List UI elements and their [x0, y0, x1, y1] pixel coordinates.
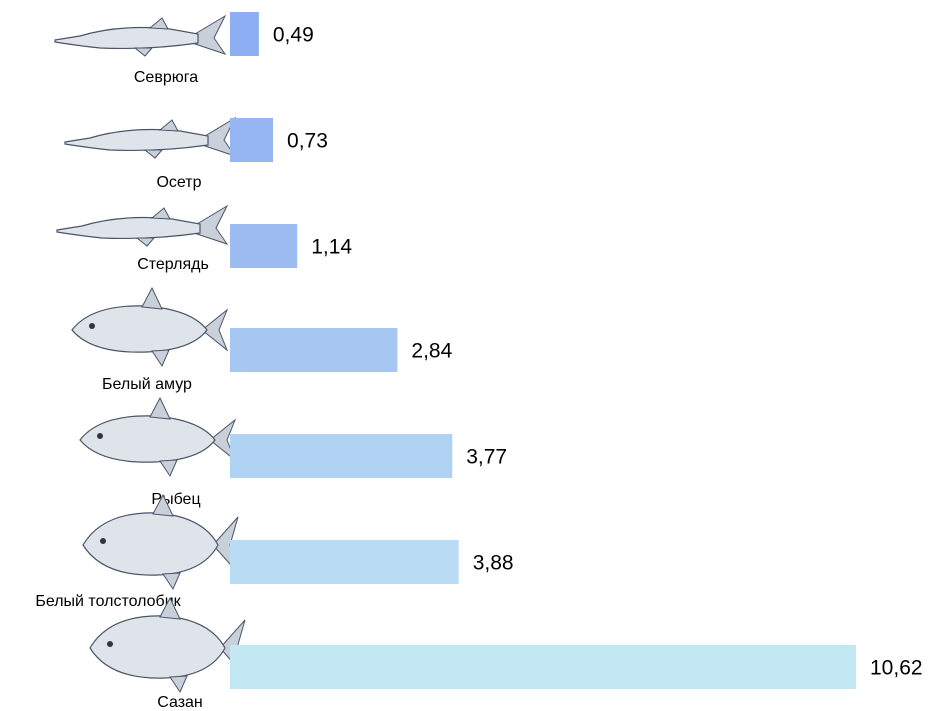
fish-fin — [135, 207, 171, 247]
fish-body — [64, 128, 209, 152]
bar — [230, 540, 459, 584]
value-label: 3,77 — [466, 446, 507, 469]
fish-fin — [159, 596, 188, 694]
fish-eye — [107, 641, 113, 647]
fish-icon — [56, 204, 229, 247]
fish-body — [89, 615, 226, 679]
value-label: 0,49 — [273, 24, 314, 47]
fish-fin — [194, 14, 227, 55]
category-label: Севрюга — [134, 69, 198, 86]
value-label: 3,88 — [473, 552, 514, 575]
category-label: Белый толстолобик — [35, 593, 181, 610]
bar — [230, 224, 298, 268]
bar — [230, 118, 274, 162]
fish-eye — [89, 323, 95, 329]
value-label: 0,73 — [287, 130, 328, 153]
fish-body — [71, 305, 208, 353]
fish-eye — [100, 538, 106, 544]
fish-body — [79, 415, 216, 463]
fish-icon — [64, 116, 237, 159]
bar — [230, 328, 398, 372]
fish-body — [82, 512, 219, 576]
fish-fin — [196, 204, 229, 245]
fish-icon — [89, 596, 246, 694]
bar — [230, 434, 453, 478]
fish-fin — [201, 308, 229, 352]
bar — [230, 12, 259, 56]
fish-icon — [79, 396, 237, 478]
value-label: 2,84 — [411, 340, 452, 363]
fish-body — [54, 26, 199, 50]
category-label: Сазан — [157, 694, 203, 711]
fish-fin — [141, 286, 170, 368]
category-label: Стерлядь — [137, 256, 209, 273]
bar — [230, 645, 856, 689]
fish-icon — [54, 14, 227, 57]
fish-icon — [82, 493, 239, 591]
category-label: Осетр — [156, 174, 201, 191]
value-label: 10,62 — [870, 657, 923, 680]
fish-icon — [71, 286, 229, 368]
fish-fin — [149, 396, 178, 478]
fish-fin — [152, 493, 181, 591]
fish-fin — [133, 17, 169, 57]
value-label: 1,14 — [311, 236, 352, 259]
fish-body — [56, 216, 201, 240]
fish-eye — [97, 433, 103, 439]
fish-fin — [143, 119, 179, 159]
category-label: Белый амур — [102, 376, 192, 393]
fish-fin — [209, 418, 237, 462]
